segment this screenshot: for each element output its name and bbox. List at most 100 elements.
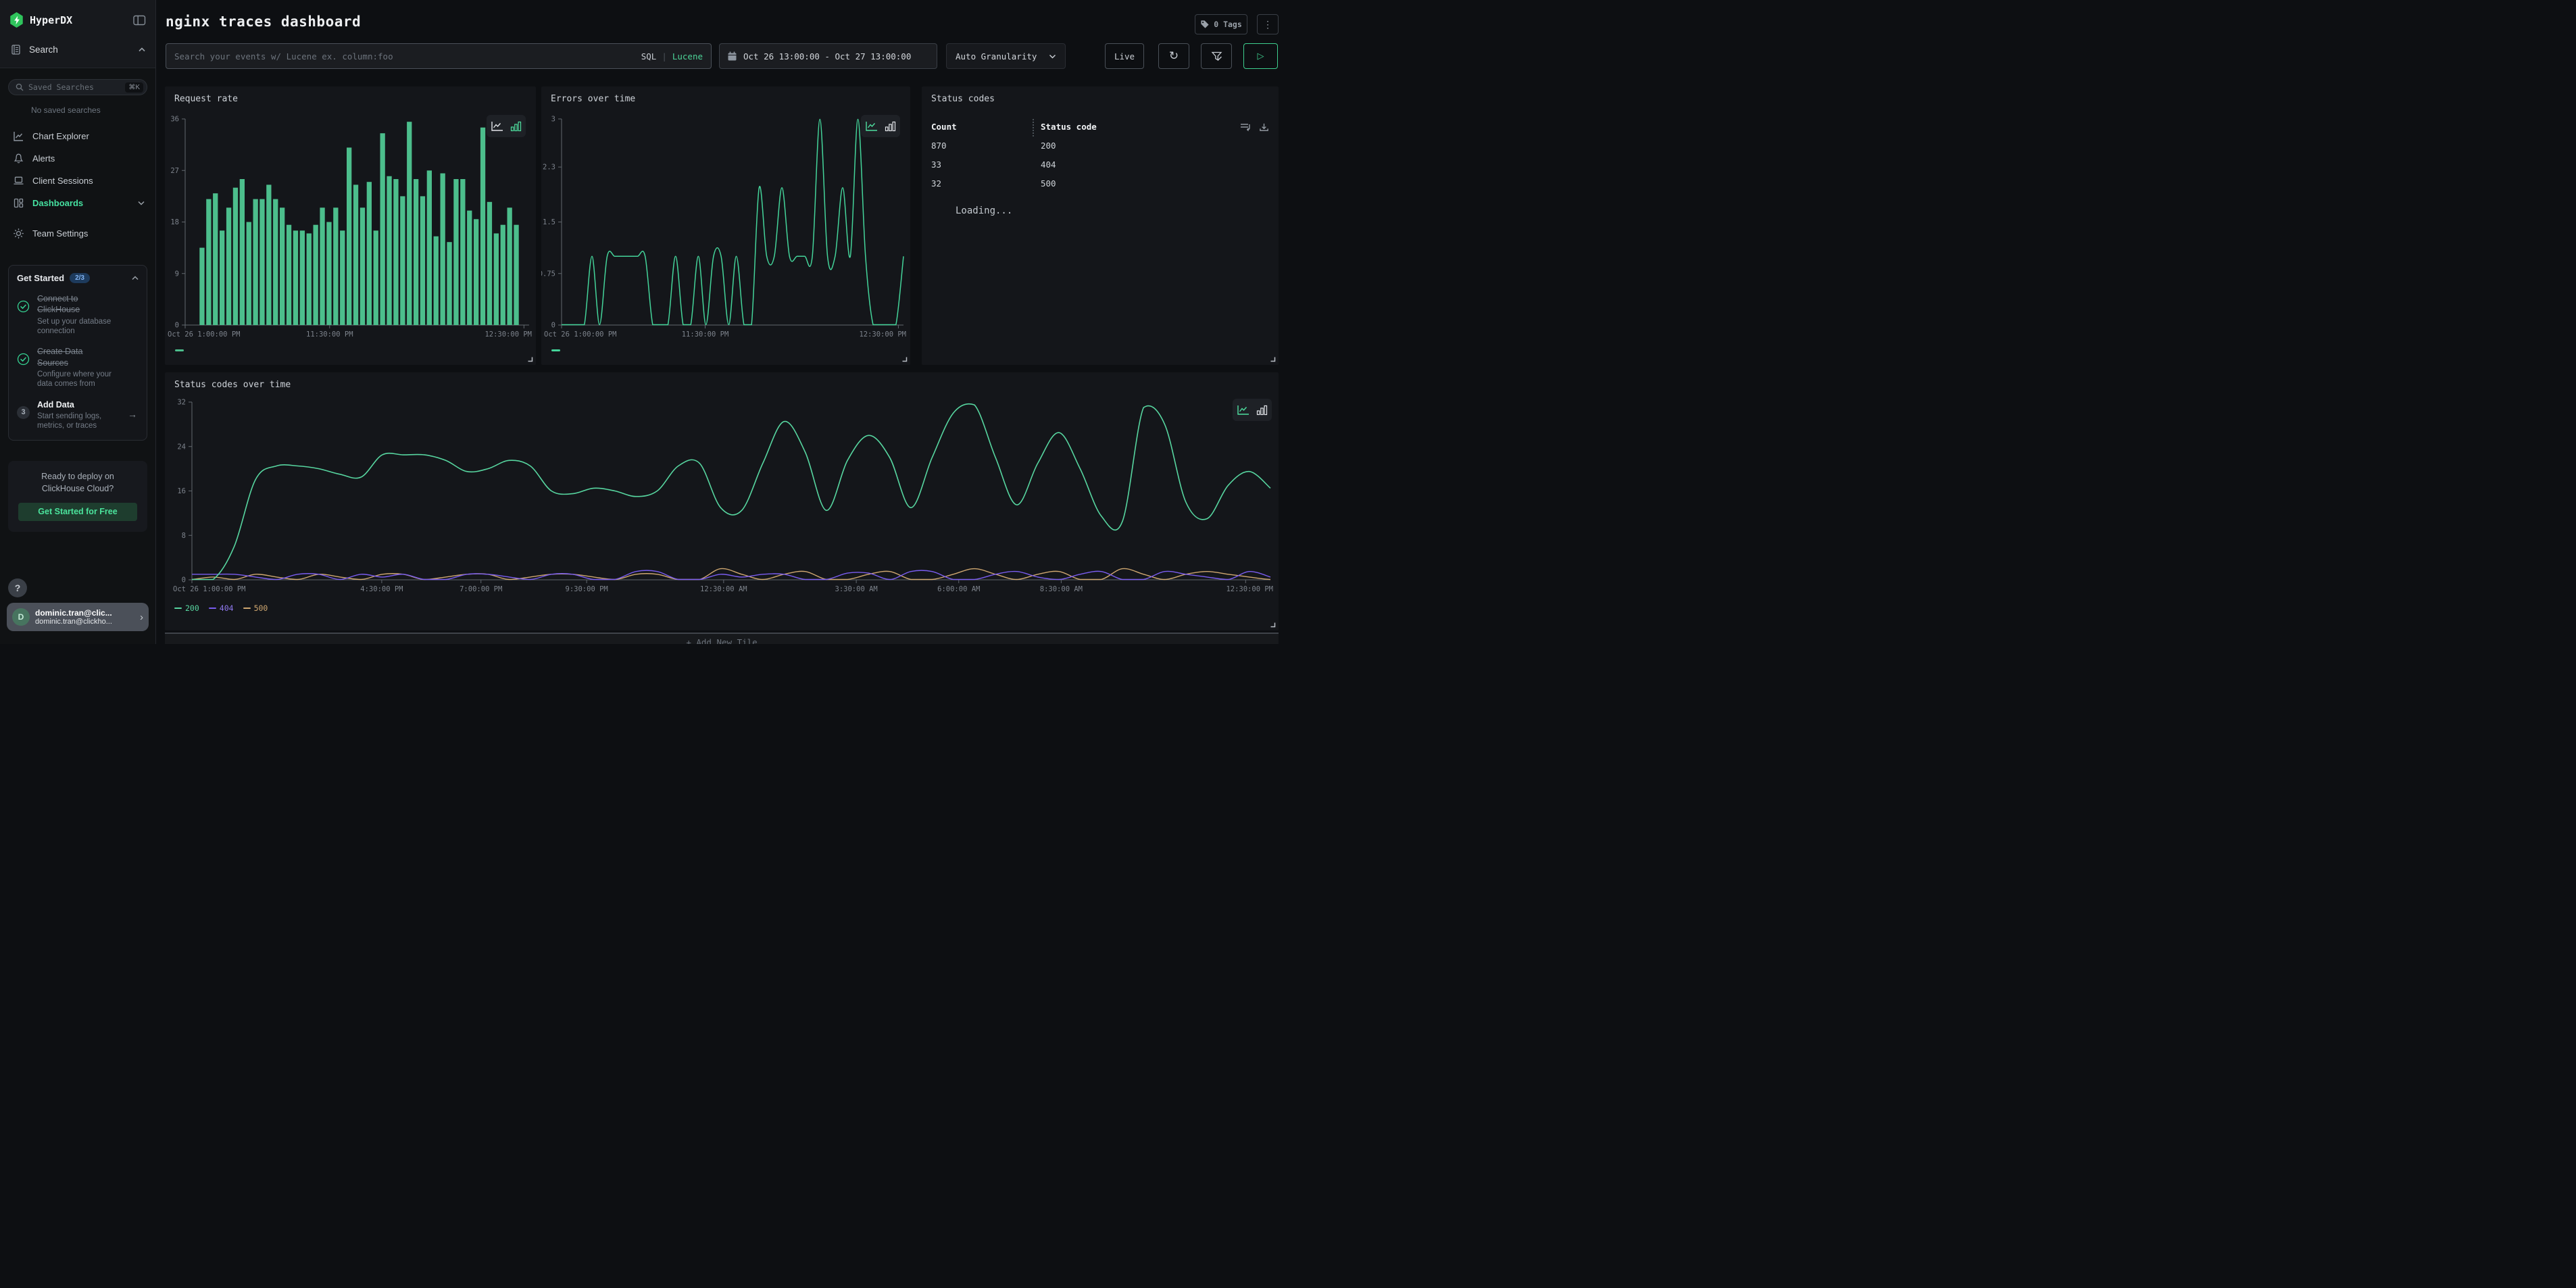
sql-toggle[interactable]: SQL	[641, 51, 657, 61]
resize-handle[interactable]	[527, 356, 533, 362]
line-chart-view-icon[interactable]	[1237, 405, 1250, 416]
legend-item-404[interactable]: 404	[208, 603, 234, 613]
line-chart-view-icon[interactable]	[865, 121, 878, 132]
column-header-status-code[interactable]: Status code	[1041, 122, 1097, 132]
legend-label: 200	[185, 603, 199, 613]
tile-title: Request rate	[174, 94, 238, 104]
kebab-icon: ⋮	[1263, 18, 1272, 30]
add-new-tile-label: + Add New Tile	[686, 637, 758, 644]
sidebar-item-client-sessions[interactable]: Client Sessions	[0, 170, 155, 192]
status-codes-over-time-chart: 0 8 16 24 32 Oct 26 1:00:00 PM 4:30:00 PM 7:00:…	[173, 399, 1273, 594]
avatar: D	[12, 608, 30, 626]
saved-searches-placeholder: Saved Searches	[28, 82, 94, 92]
collapse-sidebar-icon[interactable]	[133, 15, 146, 26]
search-section-icon	[11, 45, 20, 55]
get-started-free-button[interactable]: Get Started for Free	[18, 502, 137, 521]
column-header-count[interactable]: Count	[931, 122, 957, 132]
filter-button[interactable]	[1201, 43, 1232, 69]
chevron-up-icon	[139, 47, 145, 52]
legend-item-500[interactable]: 500	[243, 603, 268, 613]
legend-item-200[interactable]: 200	[174, 603, 199, 613]
get-started-step-sources[interactable]: Create Data Sources Configure where your…	[17, 346, 139, 389]
search-placeholder: Search your events w/ Lucene ex. column:…	[174, 51, 393, 61]
shortcut-badge: ⌘K	[125, 82, 143, 93]
svg-text:Oct 26 1:00:00 PM: Oct 26 1:00:00 PM	[168, 330, 240, 339]
dashboard-icon	[14, 198, 24, 208]
chart-type-toolbar	[487, 115, 526, 137]
row-settings-icon[interactable]	[1239, 122, 1251, 132]
lucene-toggle[interactable]: Lucene	[672, 51, 703, 61]
bar-chart-view-icon[interactable]	[885, 121, 896, 132]
nav-label: Team Settings	[32, 228, 89, 239]
chart-type-toolbar	[1233, 399, 1272, 421]
cell-count: 870	[931, 141, 947, 151]
get-started-header[interactable]: Get Started 2/3	[17, 273, 139, 283]
tile-title: Status codes over time	[174, 380, 291, 390]
sidebar-item-search[interactable]: Search	[0, 44, 155, 55]
svg-text:12:30:00 PM: 12:30:00 PM	[485, 330, 532, 339]
chart-legend: 200 404 500	[174, 603, 268, 613]
svg-text:12:30:00 PM: 12:30:00 PM	[1226, 585, 1273, 593]
event-search-input[interactable]: Search your events w/ Lucene ex. column:…	[166, 43, 712, 69]
bar-chart-view-icon[interactable]	[1256, 405, 1268, 416]
dashboard-menu-button[interactable]: ⋮	[1257, 14, 1279, 34]
user-email: dominic.tran@clickho...	[35, 618, 112, 626]
resize-handle[interactable]	[1270, 622, 1276, 628]
cell-status-code: 404	[1041, 159, 1056, 170]
logo-row: HyperDX	[0, 0, 155, 28]
step-title: Add Data	[37, 399, 74, 410]
refresh-button[interactable]: ↻	[1158, 43, 1189, 69]
table-header: Count Status code	[931, 119, 1269, 137]
page-title: nginx traces dashboard	[166, 14, 362, 30]
svg-text:12:30:00 AM: 12:30:00 AM	[700, 585, 747, 593]
laptop-icon	[14, 176, 24, 184]
resize-handle[interactable]	[1270, 356, 1276, 362]
step-desc: Set up your database connection	[37, 317, 112, 335]
user-name: dominic.tran@clic...	[35, 608, 112, 618]
resize-handle[interactable]	[901, 356, 908, 362]
download-icon[interactable]	[1259, 122, 1269, 132]
add-new-tile-button[interactable]: + Add New Tile	[165, 633, 1279, 644]
svg-text:0.75: 0.75	[541, 270, 555, 278]
legend-swatch	[208, 607, 216, 610]
svg-text:3: 3	[551, 116, 555, 124]
legend-swatch	[174, 607, 182, 610]
sidebar-item-alerts[interactable]: Alerts	[0, 147, 155, 170]
granularity-select[interactable]: Auto Granularity	[946, 43, 1066, 69]
cell-status-code: 200	[1041, 141, 1056, 151]
saved-searches-input[interactable]: Saved Searches ⌘K	[8, 79, 147, 95]
sidebar-item-chart-explorer[interactable]: Chart Explorer	[0, 125, 155, 147]
nav-label: Dashboards	[32, 198, 84, 208]
date-range-picker[interactable]: Oct 26 13:00:00 - Oct 27 13:00:00	[719, 43, 937, 69]
column-resizer[interactable]	[1033, 119, 1034, 137]
line-chart-view-icon[interactable]	[491, 121, 504, 132]
user-menu[interactable]: D dominic.tran@clic... dominic.tran@clic…	[7, 603, 149, 631]
svg-text:0: 0	[551, 322, 555, 330]
svg-text:7:00:00 PM: 7:00:00 PM	[460, 585, 502, 593]
live-button[interactable]: Live	[1105, 43, 1144, 69]
hyperdx-logo-icon	[10, 12, 23, 28]
tags-button[interactable]: 0 Tags	[1195, 14, 1247, 34]
run-query-button[interactable]: ▷	[1243, 43, 1278, 69]
bar-chart-view-icon[interactable]	[510, 121, 522, 132]
help-button[interactable]: ?	[8, 578, 27, 597]
sidebar: HyperDX Search Saved Searches ⌘K No save…	[0, 0, 156, 644]
sidebar-item-dashboards[interactable]: Dashboards	[0, 192, 155, 214]
legend-label: 500	[253, 603, 268, 613]
legend-dash[interactable]	[551, 349, 560, 351]
svg-text:0: 0	[175, 322, 179, 330]
legend-dash[interactable]	[175, 349, 184, 351]
nav-label: Alerts	[32, 153, 55, 164]
svg-text:Oct 26 1:00:00 PM: Oct 26 1:00:00 PM	[544, 330, 616, 339]
gear-icon	[14, 228, 24, 239]
get-started-step-add-data[interactable]: 3 Add Data Start sending logs, metrics, …	[17, 399, 139, 431]
sidebar-item-team-settings[interactable]: Team Settings	[0, 222, 155, 245]
step-desc: Configure where your data comes from	[37, 370, 112, 389]
get-started-step-connect[interactable]: Connect to ClickHouse Set up your databa…	[17, 293, 139, 336]
tags-label: 0 Tags	[1214, 20, 1242, 29]
check-circle-icon	[17, 300, 30, 313]
step-title: Connect to ClickHouse	[37, 294, 80, 315]
step-number-badge: 3	[17, 405, 30, 419]
chevron-down-icon	[1049, 54, 1056, 59]
svg-text:36: 36	[170, 116, 179, 124]
